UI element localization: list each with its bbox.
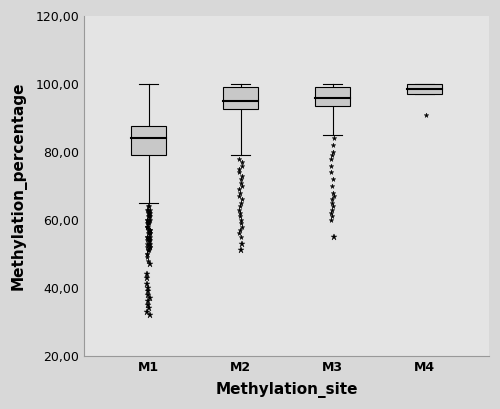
Bar	[223, 88, 258, 110]
X-axis label: Methylation_site: Methylation_site	[216, 382, 358, 398]
Bar	[407, 84, 442, 94]
Y-axis label: Methylation_percentage: Methylation_percentage	[11, 82, 27, 290]
Bar	[315, 88, 350, 106]
Bar	[131, 126, 166, 155]
